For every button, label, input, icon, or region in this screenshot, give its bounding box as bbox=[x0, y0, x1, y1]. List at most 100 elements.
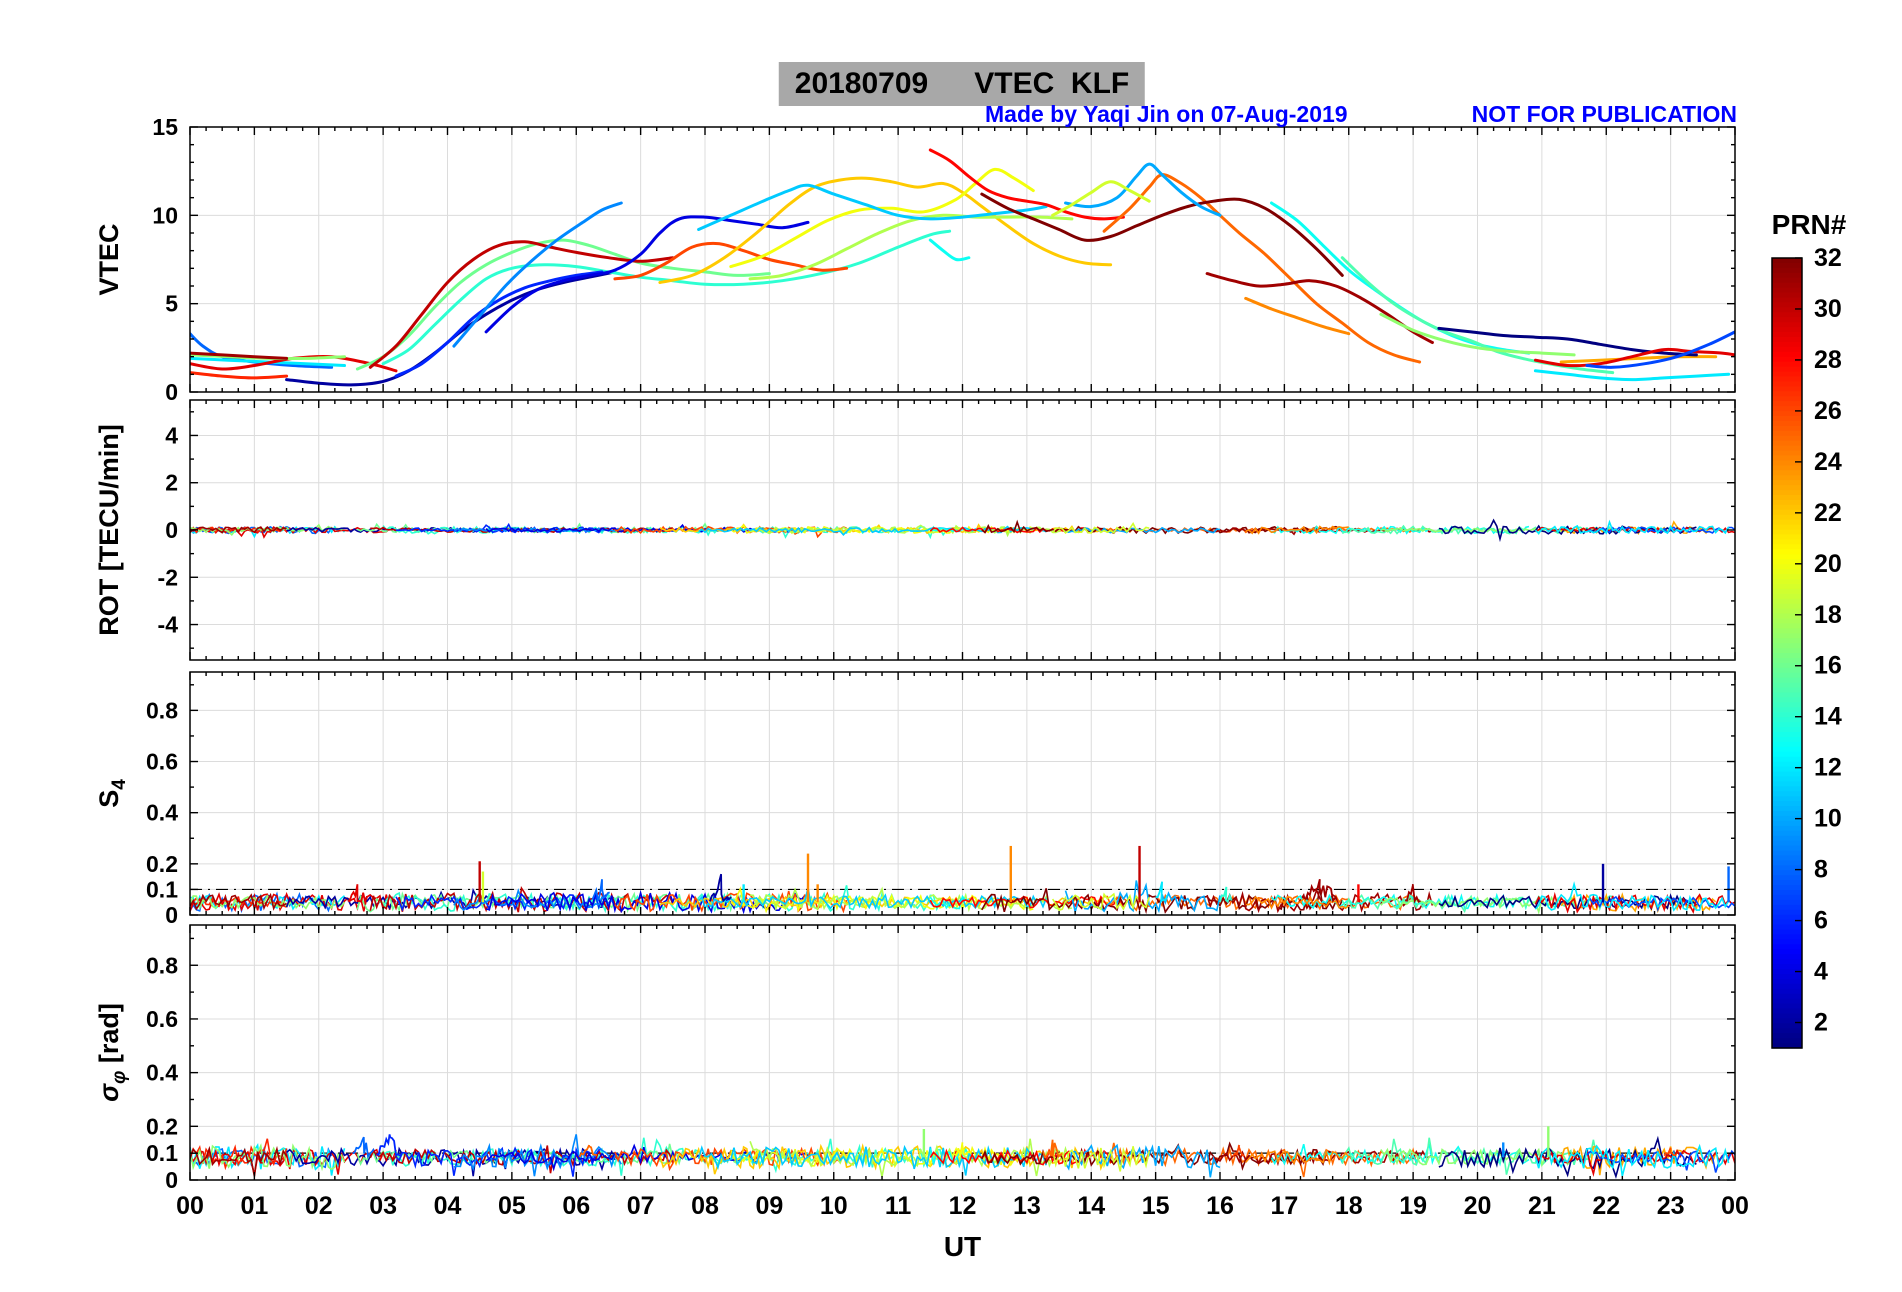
data-S4 bbox=[190, 845, 1735, 915]
rot-noise-prn24 bbox=[1245, 525, 1349, 535]
svg-text:16: 16 bbox=[1206, 1192, 1234, 1220]
vtec-arc-prn7 bbox=[1585, 330, 1735, 369]
svg-text:0.2: 0.2 bbox=[146, 1113, 178, 1139]
svg-text:18: 18 bbox=[1814, 601, 1842, 629]
vtec-arc-prn25 bbox=[1102, 173, 1422, 364]
vtec-arc-prn19 bbox=[1051, 180, 1151, 217]
s4-noise-prn11 bbox=[697, 887, 1047, 911]
sigma_phi-noise-prn10 bbox=[1064, 1143, 1221, 1178]
svg-text:22: 22 bbox=[1592, 1192, 1620, 1220]
spike-prn12 bbox=[1155, 881, 1169, 903]
svg-text:6: 6 bbox=[1814, 907, 1828, 935]
s4-noise-prn29 bbox=[1534, 891, 1735, 914]
svg-text:10: 10 bbox=[1814, 805, 1842, 833]
svg-text:-4: -4 bbox=[158, 612, 179, 638]
s4-noise-prn10 bbox=[1064, 880, 1221, 914]
svg-text:21: 21 bbox=[1528, 1192, 1556, 1220]
svg-text:0: 0 bbox=[165, 379, 178, 405]
ticks-ROT bbox=[189, 400, 1736, 660]
title-date: 20180709 bbox=[794, 67, 929, 100]
data-VTEC bbox=[190, 148, 1735, 387]
svg-text:05: 05 bbox=[498, 1192, 526, 1220]
svg-text:30: 30 bbox=[1814, 295, 1842, 323]
data-sigma_phi bbox=[190, 1126, 1735, 1179]
annotation-warning: NOT FOR PUBLICATION bbox=[1471, 101, 1737, 127]
vtec-arc-prn2 bbox=[285, 270, 617, 387]
rot-noise-prn1 bbox=[1438, 518, 1697, 543]
svg-text:0.8: 0.8 bbox=[146, 697, 178, 723]
vtec-arc-prn12 bbox=[1533, 369, 1731, 382]
svg-text:13: 13 bbox=[1013, 1192, 1041, 1220]
svg-text:0.2: 0.2 bbox=[146, 851, 178, 877]
svg-text:16: 16 bbox=[1814, 652, 1842, 680]
s4-noise-prn13 bbox=[1270, 892, 1530, 911]
xtick-labels: 00 01 02 03 04 05 06 07 08 09 10 11 12 13 14 15 16 17 18 19… bbox=[176, 1192, 1749, 1220]
sigma_phi-noise-prn12 bbox=[1534, 1143, 1730, 1177]
svg-text:28: 28 bbox=[1814, 346, 1842, 374]
vtec-arc-prn18 bbox=[748, 213, 1074, 281]
svg-text:08: 08 bbox=[691, 1192, 719, 1220]
plot-title: 20180709 VTEC KLF bbox=[778, 62, 1146, 106]
svg-text:0.4: 0.4 bbox=[146, 800, 178, 826]
sigma_phi-noise-prn17 bbox=[1380, 1147, 1575, 1168]
spike-prn25 bbox=[1042, 1139, 1063, 1159]
svg-text:14: 14 bbox=[1077, 1192, 1105, 1220]
s4-noise-prn24 bbox=[1245, 895, 1350, 910]
vtec-arc-prn14 bbox=[381, 229, 952, 366]
svg-text:18: 18 bbox=[1335, 1192, 1363, 1220]
spike-prn14 bbox=[1219, 886, 1233, 904]
svg-text:24: 24 bbox=[1814, 448, 1842, 476]
vtec-arc-prn27 bbox=[190, 371, 289, 380]
s4-noise-prn12 bbox=[1534, 881, 1730, 912]
svg-text:26: 26 bbox=[1814, 397, 1842, 425]
vtec-arc-prn13 bbox=[928, 238, 971, 262]
svg-text:0.6: 0.6 bbox=[146, 1006, 178, 1032]
svg-text:07: 07 bbox=[627, 1192, 655, 1220]
svg-text:5: 5 bbox=[165, 291, 178, 317]
vtec-arc-prn22 bbox=[658, 176, 1113, 284]
vtec-arc-prn13 bbox=[1270, 201, 1531, 355]
s4-noise-prn25 bbox=[1104, 893, 1420, 912]
svg-text:15: 15 bbox=[1142, 1192, 1170, 1220]
ytick-labels-sigma_phi: 00.10.2 0.4 0.6 0.8 bbox=[146, 952, 178, 1193]
svg-text:11: 11 bbox=[885, 1192, 912, 1220]
vtec-arc-prn9 bbox=[452, 201, 623, 348]
svg-text:12: 12 bbox=[1814, 754, 1842, 782]
spike-prn8 bbox=[352, 1136, 375, 1159]
svg-text:20: 20 bbox=[1464, 1192, 1492, 1220]
svg-text:2: 2 bbox=[1814, 1009, 1828, 1037]
svg-text:03: 03 bbox=[369, 1192, 397, 1220]
svg-text:00: 00 bbox=[1721, 1192, 1749, 1220]
grid-S4 bbox=[190, 672, 1735, 915]
svg-text:09: 09 bbox=[755, 1192, 783, 1220]
ytick-labels-ROT: -4 -2 0 2 4 bbox=[158, 422, 179, 637]
sigma_phi-noise-prn1 bbox=[1438, 1135, 1697, 1179]
spike-prn29 bbox=[347, 884, 368, 906]
ylabel-sigma_phi: σφ [rad] bbox=[94, 1003, 130, 1102]
spike-prn26 bbox=[1663, 1147, 1676, 1157]
svg-text:20: 20 bbox=[1814, 550, 1842, 578]
vtec-arc-prn23 bbox=[1559, 355, 1718, 364]
sigma_phi-noise-prn19 bbox=[1051, 1146, 1150, 1172]
svg-text:15: 15 bbox=[152, 114, 178, 140]
svg-text:06: 06 bbox=[562, 1192, 590, 1220]
svg-text:23: 23 bbox=[1657, 1192, 1685, 1220]
ticks-sigma_phi bbox=[189, 925, 1736, 1181]
svg-text:8: 8 bbox=[1814, 856, 1828, 884]
spike-prn2 bbox=[708, 873, 732, 903]
svg-text:0.8: 0.8 bbox=[146, 952, 178, 978]
svg-text:32: 32 bbox=[1814, 244, 1842, 272]
spike-prn31 bbox=[1301, 878, 1338, 903]
s4-noise-prn13 bbox=[929, 894, 970, 910]
svg-text:0: 0 bbox=[165, 517, 178, 543]
rot-noise-prn19 bbox=[1051, 522, 1150, 535]
rot-noise-prn12 bbox=[1534, 519, 1730, 535]
vtec-arc-prn29 bbox=[1533, 347, 1735, 368]
svg-text:14: 14 bbox=[1814, 703, 1842, 731]
spike-prn25 bbox=[578, 1144, 598, 1158]
svg-text:00: 00 bbox=[176, 1192, 204, 1220]
rot-noise-prn11 bbox=[698, 525, 1047, 536]
annotation-credit: Made by Yaqi Jin on 07-Aug-2019 bbox=[985, 101, 1348, 127]
